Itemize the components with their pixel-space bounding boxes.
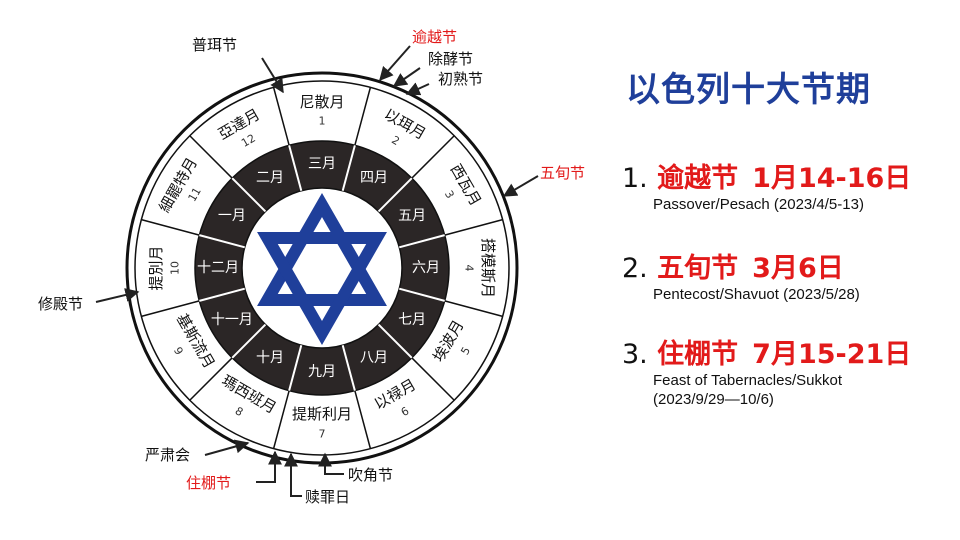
outer-month-number: 11 (186, 185, 204, 204)
inner-divider (341, 345, 356, 391)
feast-date: 1月14-16日 (752, 163, 912, 194)
inner-divider (199, 234, 245, 249)
inner-month-label: 十月 (256, 350, 284, 366)
inner-month-label: 六月 (412, 260, 440, 276)
inner-month-label: 十二月 (197, 260, 239, 276)
inner-divider (231, 323, 267, 359)
inner-month-label: 五月 (398, 208, 426, 224)
outer-month-name: 提別月 (147, 245, 165, 290)
outer-divider (272, 87, 290, 146)
inner-month-label: 四月 (360, 170, 388, 186)
wheel-center (241, 187, 403, 349)
inner-divider (377, 323, 413, 359)
outer-month-name: 提斯利月 (292, 405, 352, 423)
inner-divider (377, 177, 413, 213)
inner-month-label: 十一月 (211, 312, 253, 328)
outer-month-name: 尼散月 (299, 93, 344, 111)
outer-divider (189, 135, 233, 179)
inner-divider (399, 287, 445, 302)
feast-english: Passover/Pesach (2023/4/5-13) (653, 196, 864, 213)
label-firstfruits: 初熟节 (438, 70, 483, 88)
label-dedication: 修殿节 (38, 295, 83, 313)
outer-divider (444, 218, 503, 236)
label-solemn-assembly: 严肃会 (145, 446, 190, 464)
inner-month-label: 三月 (308, 156, 336, 172)
label-atonement: 赎罪日 (305, 488, 350, 506)
outer-month-number: 12 (239, 132, 258, 150)
outer-divider (354, 390, 372, 449)
feast-name: 逾越节 (657, 163, 739, 194)
outer-divider (354, 87, 372, 146)
page-title: 以色列十大节期 (626, 70, 871, 110)
outer-divider (411, 357, 455, 401)
outer-divider (189, 357, 233, 401)
feast-english: Feast of Tabernacles/Sukkot (653, 372, 842, 389)
feast-date: 3月6日 (752, 253, 844, 284)
feast-item-3: 3. 住棚节 7月15-21日 Feast of Tabernacles/Sukk… (622, 332, 911, 409)
inner-divider (288, 345, 303, 391)
inner-month-label: 九月 (308, 364, 336, 380)
inner-divider (341, 145, 356, 191)
label-passover: 逾越节 (412, 28, 457, 46)
inner-divider (288, 145, 303, 191)
star-of-david-icon (257, 192, 387, 346)
outer-divider (141, 300, 200, 318)
inner-divider (199, 287, 245, 302)
inner-month-label: 七月 (398, 312, 426, 328)
label-trumpets: 吹角节 (348, 466, 393, 484)
annotation-arrows (95, 45, 539, 497)
label-pentecost: 五旬节 (540, 164, 585, 182)
inner-divider (231, 177, 267, 213)
inner-divider (399, 234, 445, 249)
inner-month-label: 二月 (256, 170, 284, 186)
feast-english: Pentecost/Shavuot (2023/5/28) (653, 286, 860, 303)
label-unleavened-bread: 除酵节 (428, 50, 473, 68)
outer-month-name: 搭模斯月 (479, 238, 497, 298)
feast-number: 2. (622, 253, 648, 284)
feast-number: 1. (622, 163, 648, 194)
outer-month-number: 4 (463, 265, 476, 272)
feast-item-2: 2. 五旬节 3月6日 Pentecost/Shavuot (2023/5/28) (622, 246, 860, 304)
inner-month-label: 八月 (360, 350, 388, 366)
outer-divider (411, 135, 455, 179)
feast-english: (2023/9/29—10/6) (653, 391, 774, 408)
feast-item-1: 1. 逾越节 1月14-16日 Passover/Pesach (2023/4/5… (622, 156, 911, 214)
label-purim: 普珥节 (192, 36, 237, 54)
feast-name: 住棚节 (657, 339, 739, 370)
outer-month-number: 7 (319, 428, 326, 441)
outer-month-number: 10 (169, 261, 182, 275)
inner-month-label: 一月 (218, 208, 246, 224)
feast-name: 五旬节 (657, 253, 739, 284)
feast-number: 3. (622, 339, 648, 370)
outer-divider (272, 390, 290, 449)
feast-date: 7月15-21日 (752, 339, 912, 370)
label-tabernacles: 住棚节 (186, 474, 231, 492)
outer-divider (141, 218, 200, 236)
outer-month-number: 1 (319, 115, 326, 128)
outer-divider (444, 300, 503, 318)
